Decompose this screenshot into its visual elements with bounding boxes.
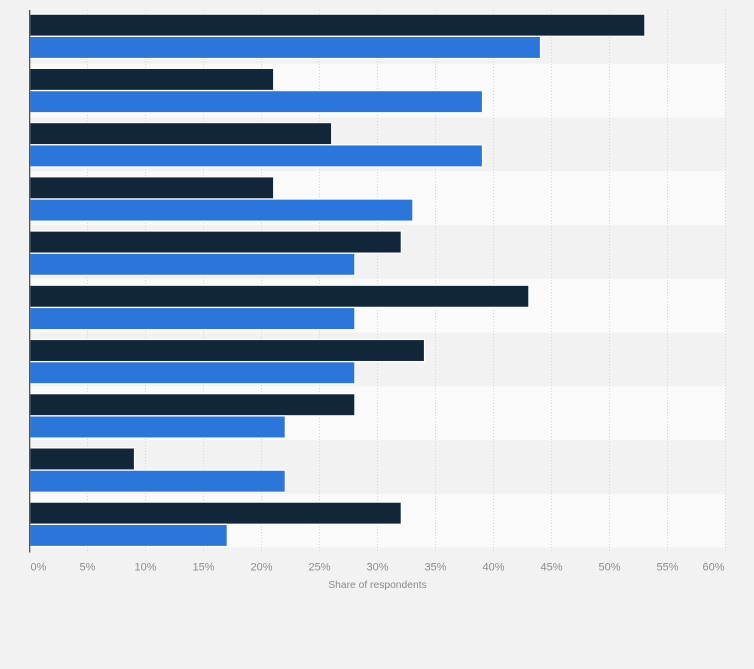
- svg-text:15%: 15%: [192, 562, 214, 574]
- svg-text:20%: 20%: [250, 562, 272, 574]
- svg-text:35%: 35%: [424, 562, 446, 574]
- svg-text:40%: 40%: [482, 562, 504, 574]
- svg-text:55%: 55%: [656, 562, 678, 574]
- svg-text:45%: 45%: [540, 562, 562, 574]
- svg-text:0%: 0%: [31, 562, 47, 574]
- svg-text:50%: 50%: [598, 562, 620, 574]
- svg-text:10%: 10%: [134, 562, 156, 574]
- svg-text:30%: 30%: [366, 562, 388, 574]
- svg-text:Share of respondents: Share of respondents: [328, 580, 426, 591]
- svg-text:25%: 25%: [308, 562, 330, 574]
- svg-text:5%: 5%: [80, 562, 96, 574]
- svg-text:60%: 60%: [702, 562, 724, 574]
